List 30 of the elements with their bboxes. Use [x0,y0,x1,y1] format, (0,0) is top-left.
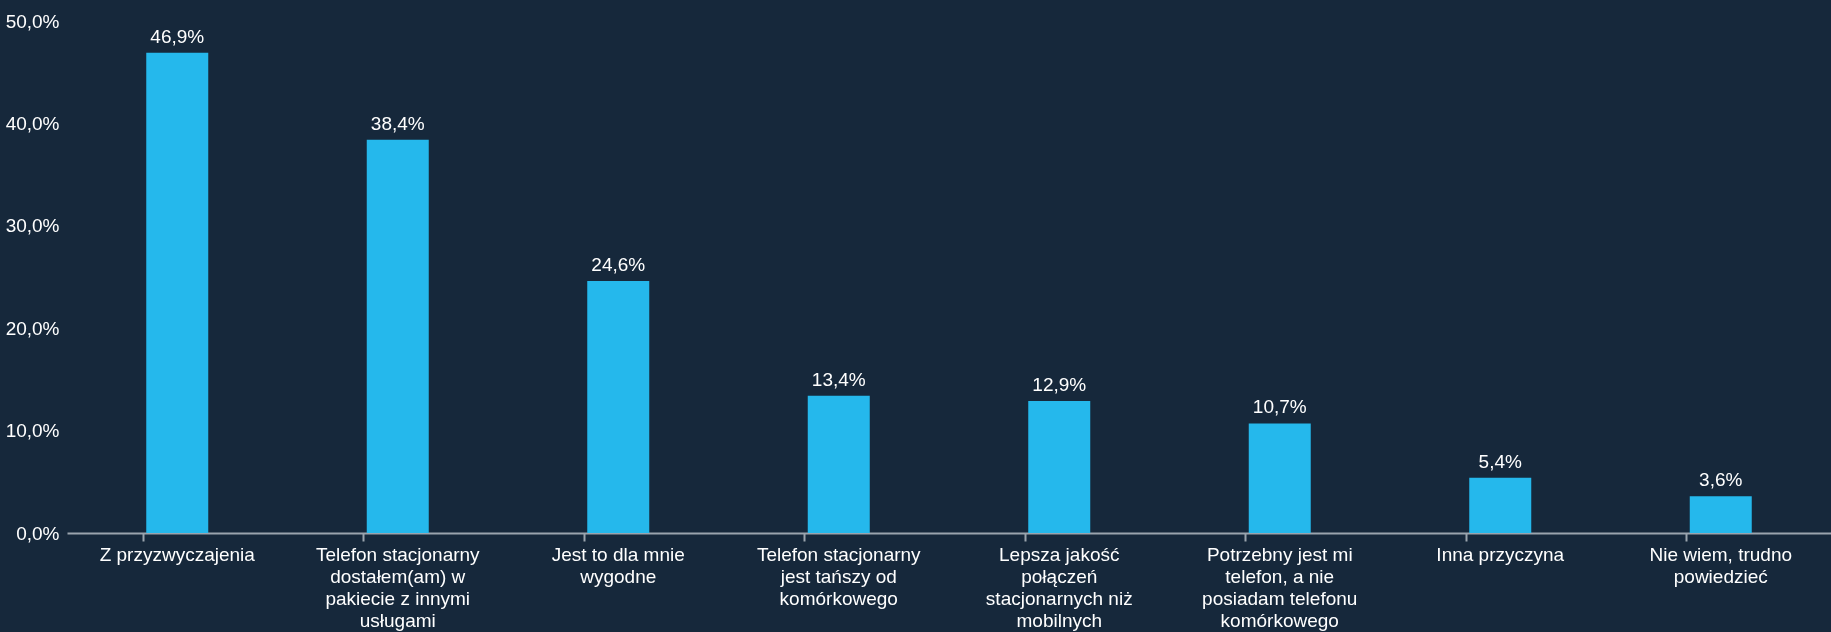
bar [146,52,209,533]
x-tick-label: Nie wiem, trudno powiedzieć [1649,543,1793,587]
bar [1248,423,1311,533]
bar [1469,477,1532,533]
y-tick-label: 50,0% [5,10,60,32]
bar [366,139,429,533]
y-tick-label: 20,0% [5,317,60,339]
y-tick-label: 30,0% [5,215,60,237]
data-label: 12,9% [1032,373,1087,395]
y-tick-label: 10,0% [5,420,60,442]
x-tick-label: Jest to dla mnie wygodne [551,543,685,587]
x-tick-label: Telefon stacjonarny jest tańszy od komórkowego [756,543,922,609]
bar [587,281,650,533]
x-tick-label: Z przyzwyczajenia [99,543,256,565]
data-label: 13,4% [811,368,866,390]
y-tick-label: 40,0% [5,112,60,134]
data-label: 5,4% [1478,450,1523,472]
x-tick-label: Inna przyczyna [1436,543,1565,565]
bar [807,395,870,533]
y-tick-label: 0,0% [16,522,60,544]
data-label: 3,6% [1699,469,1743,491]
data-label: 38,4% [370,112,425,134]
data-label: 46,9% [150,25,205,47]
bar [1028,400,1091,533]
x-tick-label: Lepsza jakość połączeń stacjonarnych niż mobilnych [985,543,1133,631]
x-tick-label: Telefon stacjonarny dostałem(am) w pakiecie z innymi usługami [315,543,481,631]
x-tick-label: Potrzebny jest mi telefon, a nie posiadam telefonu komórkowego [1202,543,1358,631]
bar [1689,496,1752,533]
data-label: 24,6% [591,254,646,276]
data-label: 10,7% [1252,396,1307,418]
